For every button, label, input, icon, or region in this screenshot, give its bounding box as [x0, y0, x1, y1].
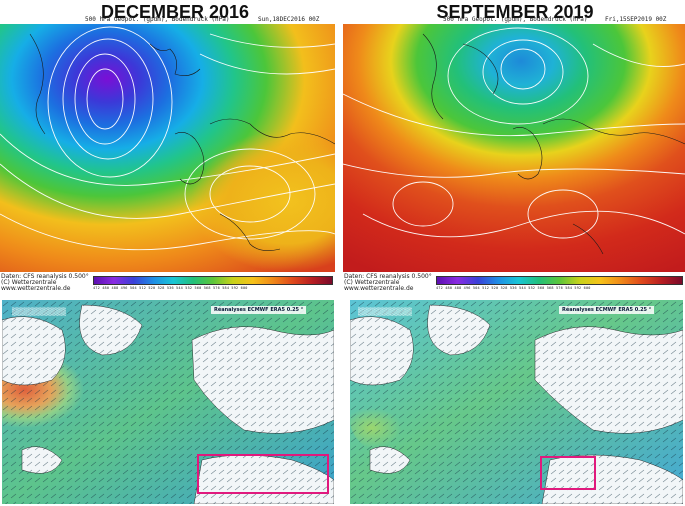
coastlines	[422, 33, 685, 255]
isobar-lines	[0, 26, 335, 251]
highlight-box-mediterranean	[540, 456, 596, 490]
colorbar-ticks: 472 480 488 496 504 512 520 528 536 544 …	[436, 286, 591, 290]
map-source: Daten: CFS reanalysis 0.500°	[344, 273, 432, 280]
geopotential-map-sep-2019: 500 hPa Geopot. (gpdm), Bodendruck (hPa)…	[343, 14, 685, 296]
map-website: www.wetterzentrale.de	[344, 285, 414, 292]
coastlines	[29, 33, 335, 251]
colorbar-ticks: 472 480 488 496 504 512 520 528 536 544 …	[93, 286, 248, 290]
map-header-desc: 500 hPa Geopot. (gpdm), Bodendruck (hPa)	[443, 16, 588, 23]
wind-map-dec-2016: ▒▒▒▒▒▒▒▒▒▒ Réanalyses ECMWF ERA5 0.25 °	[2, 300, 334, 504]
geopotential-map-dec-2016: 500 hPa Geopot. (gpdm), Bodendruck (hPa)…	[0, 14, 335, 296]
wind-map-dec-2016-graphic	[2, 300, 334, 504]
title-september-2019: SEPTEMBER 2019	[436, 2, 594, 22]
wind-map-sep-2019-graphic	[350, 300, 683, 504]
highlight-box-mediterranean	[197, 454, 329, 494]
map-header-date: Sun,18DEC2016 00Z	[258, 16, 320, 23]
reanalysis-label: Réanalyses ECMWF ERA5 0.25 °	[211, 306, 307, 314]
title-december-2016: DECEMBER 2016	[100, 2, 250, 22]
wind-map-watermark: ▒▒▒▒▒▒▒▒▒▒	[358, 308, 412, 316]
geopotential-map-sep-2019-graphic	[343, 24, 685, 272]
reanalysis-label: Réanalyses ECMWF ERA5 0.25 °	[559, 306, 655, 314]
map-website: www.wetterzentrale.de	[1, 285, 71, 292]
colorbar	[436, 276, 683, 285]
map-header-desc: 500 hPa Geopot. (gpdm), Bodendruck (hPa)	[85, 16, 230, 23]
map-header-date: Fri,15SEP2019 00Z	[605, 16, 667, 23]
map-copyright: (C) Wetterzentrale	[1, 279, 57, 286]
wind-map-watermark: ▒▒▒▒▒▒▒▒▒▒	[12, 308, 66, 316]
geopotential-map-dec-2016-graphic	[0, 24, 335, 272]
map-copyright: (C) Wetterzentrale	[344, 279, 400, 286]
isobar-lines	[343, 27, 685, 239]
wind-map-sep-2019: ▒▒▒▒▒▒▒▒▒▒ Réanalyses ECMWF ERA5 0.25 °	[350, 300, 683, 504]
colorbar	[93, 276, 333, 285]
map-source: Daten: CFS reanalysis 0.500°	[1, 273, 89, 280]
